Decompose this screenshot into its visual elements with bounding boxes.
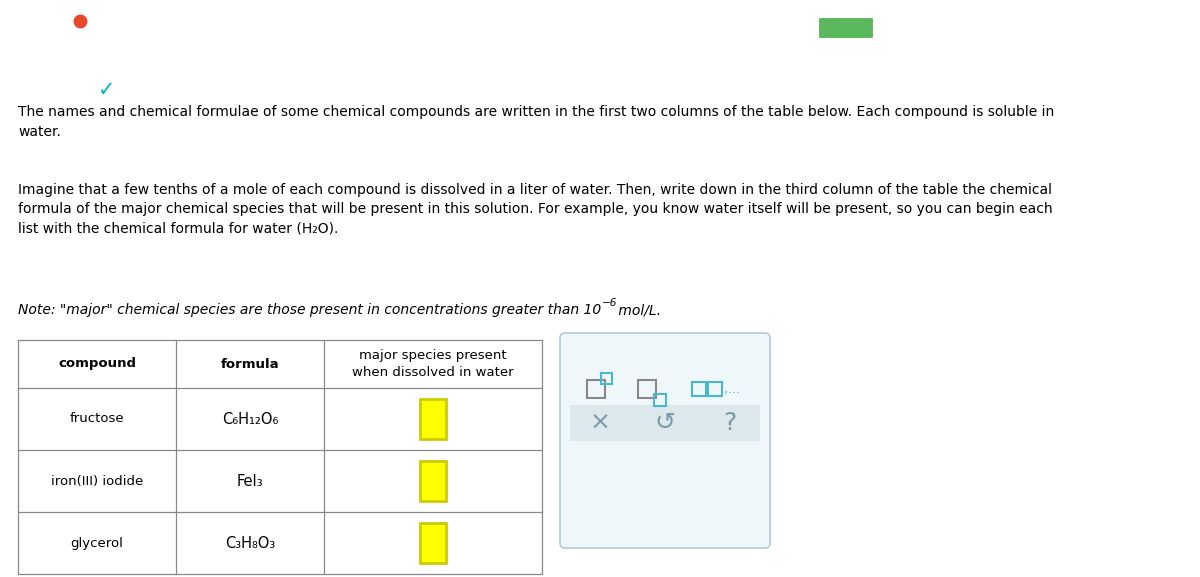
Bar — [587, 380, 605, 398]
Text: −6: −6 — [602, 298, 617, 308]
Text: formula: formula — [221, 358, 280, 370]
Text: ,...: ,... — [724, 383, 740, 395]
Bar — [654, 394, 666, 406]
Text: CHEMICAL REACTIONS: CHEMICAL REACTIONS — [92, 16, 230, 26]
Bar — [692, 382, 706, 396]
Text: glycerol: glycerol — [71, 537, 124, 549]
FancyBboxPatch shape — [560, 333, 770, 548]
Text: ?: ? — [724, 411, 737, 435]
Text: compound: compound — [58, 358, 136, 370]
Text: Imagine that a few tenths of a mole of each compound is dissolved in a liter of : Imagine that a few tenths of a mole of e… — [18, 183, 1052, 236]
Bar — [420, 461, 446, 501]
Text: ↺: ↺ — [654, 411, 676, 435]
Text: ×: × — [589, 411, 611, 435]
Text: iron(III) iodide: iron(III) iodide — [50, 474, 143, 488]
Text: Note: "major" chemical species are those present in concentrations greater than : Note: "major" chemical species are those… — [18, 303, 601, 317]
Text: ✓: ✓ — [98, 80, 115, 100]
Bar — [18, 340, 542, 574]
Text: C₃H₈O₃: C₃H₈O₃ — [224, 535, 275, 550]
Bar — [708, 382, 722, 396]
Bar — [638, 380, 656, 398]
Bar — [420, 523, 446, 563]
FancyBboxPatch shape — [818, 17, 874, 39]
Text: major species present
when dissolved in water: major species present when dissolved in … — [352, 350, 514, 379]
Text: ❯: ❯ — [1160, 25, 1176, 43]
Bar — [570, 405, 760, 441]
Text: mol/L.: mol/L. — [614, 303, 661, 317]
Bar — [420, 399, 446, 439]
Text: C₆H₁₂O₆: C₆H₁₂O₆ — [222, 411, 278, 426]
Bar — [601, 373, 612, 384]
Text: fructose: fructose — [70, 413, 125, 425]
Text: FeI₃: FeI₃ — [236, 474, 263, 489]
Text: The names and chemical formulae of some chemical compounds are written in the fi: The names and chemical formulae of some … — [18, 105, 1055, 138]
Text: Predicting the products of dissolution: Predicting the products of dissolution — [80, 33, 481, 53]
